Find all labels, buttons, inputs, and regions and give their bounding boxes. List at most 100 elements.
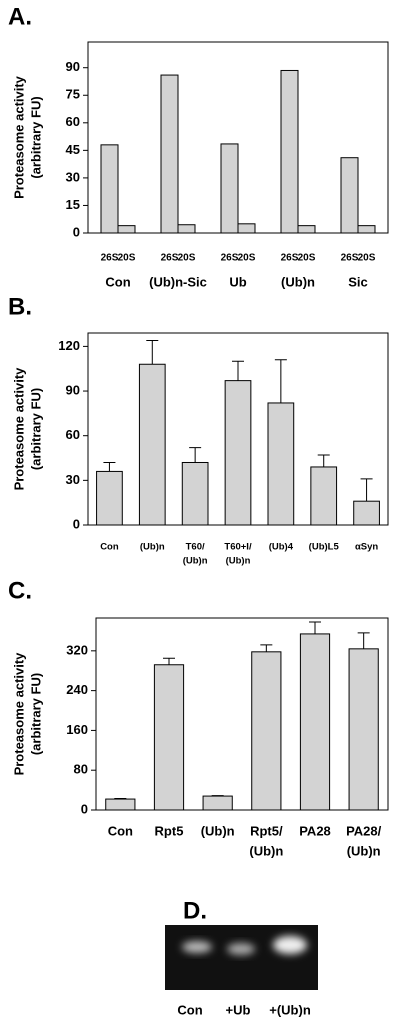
error-bar <box>317 454 330 467</box>
y-tick-label: 90 <box>66 59 80 74</box>
y-tick-label: 0 <box>73 516 80 531</box>
y-tick-label: 90 <box>66 382 80 397</box>
x-tick-label: αSyn <box>355 542 378 553</box>
bar <box>177 224 196 234</box>
x-tick-label: Sic <box>348 274 368 289</box>
bar <box>153 664 185 811</box>
lane-label: +Ub <box>226 1002 251 1017</box>
error-bar <box>260 644 273 652</box>
bar <box>340 157 359 234</box>
panel-label: D. <box>183 897 207 924</box>
x-tick-label: (Ub)n <box>249 843 283 858</box>
x-tick-label: PA28 <box>299 823 331 838</box>
error-bar <box>163 657 175 665</box>
y-tick-label: 60 <box>66 427 80 442</box>
bar <box>297 225 316 234</box>
bar <box>224 380 252 526</box>
bar <box>96 470 123 526</box>
y-tick-label: 45 <box>66 142 80 157</box>
y-axis-label: Proteasome activity <box>11 75 26 199</box>
y-axis-label: Proteasome activity <box>11 652 26 776</box>
y-tick-label: 320 <box>66 642 88 657</box>
bar <box>267 402 295 526</box>
panel-label: C. <box>8 577 32 604</box>
series-label: 26S <box>221 253 239 264</box>
x-tick-label: T60/ <box>186 542 205 553</box>
x-tick-label: Con <box>100 542 119 553</box>
plot-frame <box>87 332 389 526</box>
gel-image <box>165 925 318 990</box>
lane-label: +(Ub)n <box>269 1002 311 1017</box>
x-tick-label: (Ub)n <box>140 542 165 553</box>
y-tick-label: 80 <box>74 762 88 777</box>
y-axis-label: (arbitrary FU) <box>28 673 43 755</box>
y-tick-label: 0 <box>81 801 88 816</box>
bar <box>100 144 119 234</box>
x-tick-label: PA28/ <box>346 823 382 838</box>
x-tick-label: Rpt5/ <box>250 823 283 838</box>
gel-band <box>227 943 255 955</box>
x-tick-label: Con <box>105 274 130 289</box>
y-axis-label: Proteasome activity <box>11 367 26 491</box>
y-tick-label: 60 <box>66 114 80 129</box>
x-tick-label: Rpt5 <box>155 823 184 838</box>
y-tick-label: 160 <box>66 722 88 737</box>
series-label: 20S <box>238 253 256 264</box>
error-bar <box>309 621 321 634</box>
y-tick-label: 75 <box>66 87 80 102</box>
y-axis-label: (arbitrary FU) <box>28 96 43 178</box>
gel-band <box>182 941 212 953</box>
x-tick-label: (Ub)n-Sic <box>149 274 207 289</box>
x-tick-label: Ub <box>229 274 246 289</box>
error-bar <box>360 478 373 502</box>
series-label: 20S <box>358 253 376 264</box>
series-label: 20S <box>298 253 316 264</box>
y-tick-label: 30 <box>66 472 80 487</box>
bar <box>310 466 338 526</box>
series-label: 26S <box>341 253 359 264</box>
y-tick-label: 120 <box>58 338 80 353</box>
y-tick-label: 240 <box>66 682 88 697</box>
y-tick-label: 15 <box>66 197 80 212</box>
x-tick-label: (Ub)4 <box>269 542 294 553</box>
bar <box>299 633 331 811</box>
error-bar <box>146 339 159 365</box>
series-label: 26S <box>281 253 299 264</box>
x-tick-label: (Ub)n <box>347 843 381 858</box>
bar <box>160 74 179 234</box>
gel-band <box>273 936 307 954</box>
x-tick-label: Con <box>108 823 133 838</box>
lane-label: Con <box>177 1002 202 1017</box>
series-label: 20S <box>118 253 136 264</box>
plot-frame <box>95 617 389 811</box>
bar <box>138 363 166 526</box>
plot-frame <box>87 41 389 234</box>
panel-label: A. <box>8 3 32 30</box>
series-label: 20S <box>178 253 196 264</box>
x-tick-label: (Ub)L5 <box>309 542 340 553</box>
bar <box>353 500 380 526</box>
error-bar <box>189 447 202 463</box>
y-axis-label: (arbitrary FU) <box>28 388 43 470</box>
y-tick-label: 0 <box>73 224 80 239</box>
x-tick-label: (Ub)n <box>201 823 235 838</box>
bar <box>237 223 256 234</box>
y-tick-label: 30 <box>66 169 80 184</box>
x-tick-label: (Ub)n <box>226 556 251 567</box>
bar <box>181 461 209 526</box>
bar <box>220 143 239 234</box>
bar <box>117 225 136 234</box>
bar <box>105 798 136 811</box>
series-label: 26S <box>101 253 119 264</box>
error-bar <box>357 632 370 649</box>
error-bar <box>274 359 287 403</box>
bar <box>357 225 376 234</box>
bar <box>348 648 379 811</box>
series-label: 26S <box>161 253 179 264</box>
x-tick-label: T60+I/ <box>224 542 252 553</box>
error-bar <box>103 461 116 472</box>
panel-label: B. <box>8 293 32 320</box>
bar <box>251 651 282 811</box>
error-bar <box>232 360 244 381</box>
